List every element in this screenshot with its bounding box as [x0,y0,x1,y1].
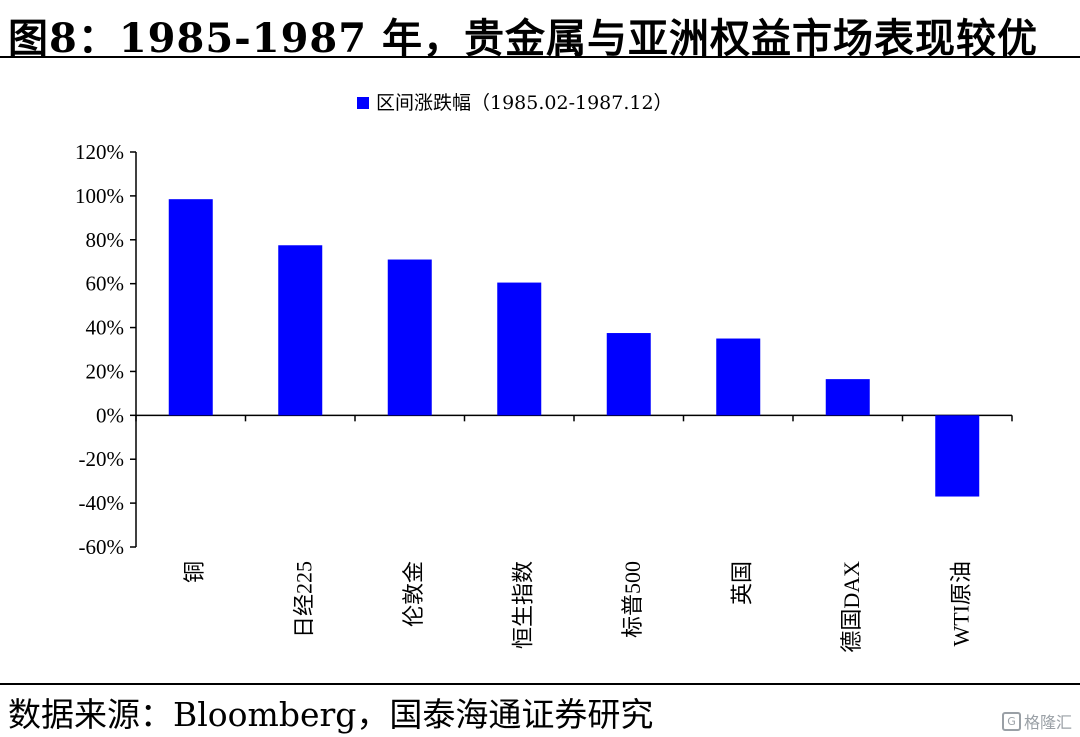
bar [716,338,761,416]
y-tick-label: 80% [86,228,125,252]
legend-label: 区间涨跌幅（1985.02-1987.12） [376,92,673,114]
y-tick-label: 20% [86,359,125,383]
bar-chart: 区间涨跌幅（1985.02-1987.12） 120% 100% 80% 60% 40% 2… [75,92,1013,653]
y-tick-label: 120% [75,140,124,164]
watermark: G 格隆汇 [1001,709,1072,733]
x-category-label: 标普500 [620,561,645,638]
y-tick-label: -40% [79,491,125,515]
x-category-label: 铜 [182,561,207,583]
bar [935,415,980,497]
source-note: 数据来源：Bloomberg，国泰海通证券研究 [8,695,654,734]
y-tick-label: 60% [86,272,125,296]
legend-swatch [357,97,369,109]
bar [825,379,870,416]
x-category-label: 英国 [729,561,754,605]
x-category-label: 伦敦金 [401,561,426,627]
x-category-label: WTI原油 [948,561,973,647]
top-divider [0,56,1080,58]
bar [497,282,542,416]
y-tick-label: 40% [86,316,125,340]
y-tick-label: 0% [96,403,124,427]
y-tick-label: -60% [79,535,125,559]
bar [278,245,323,416]
x-category-label: 日经225 [291,561,316,638]
watermark-text: 格隆汇 [1023,713,1072,732]
figure-title: 图8：1985-1987 年，贵金属与亚洲权益市场表现较优 [8,15,1039,62]
x-category-label: 恒生指数 [510,561,535,649]
y-tick-label: -20% [79,447,125,471]
bar [606,333,651,416]
g-logo-icon: G [1001,711,1021,731]
y-tick-label: 100% [75,184,124,208]
x-category-label: 德国DAX [839,561,864,653]
bar [387,259,432,416]
bottom-divider [0,683,1080,685]
bar [168,199,213,416]
